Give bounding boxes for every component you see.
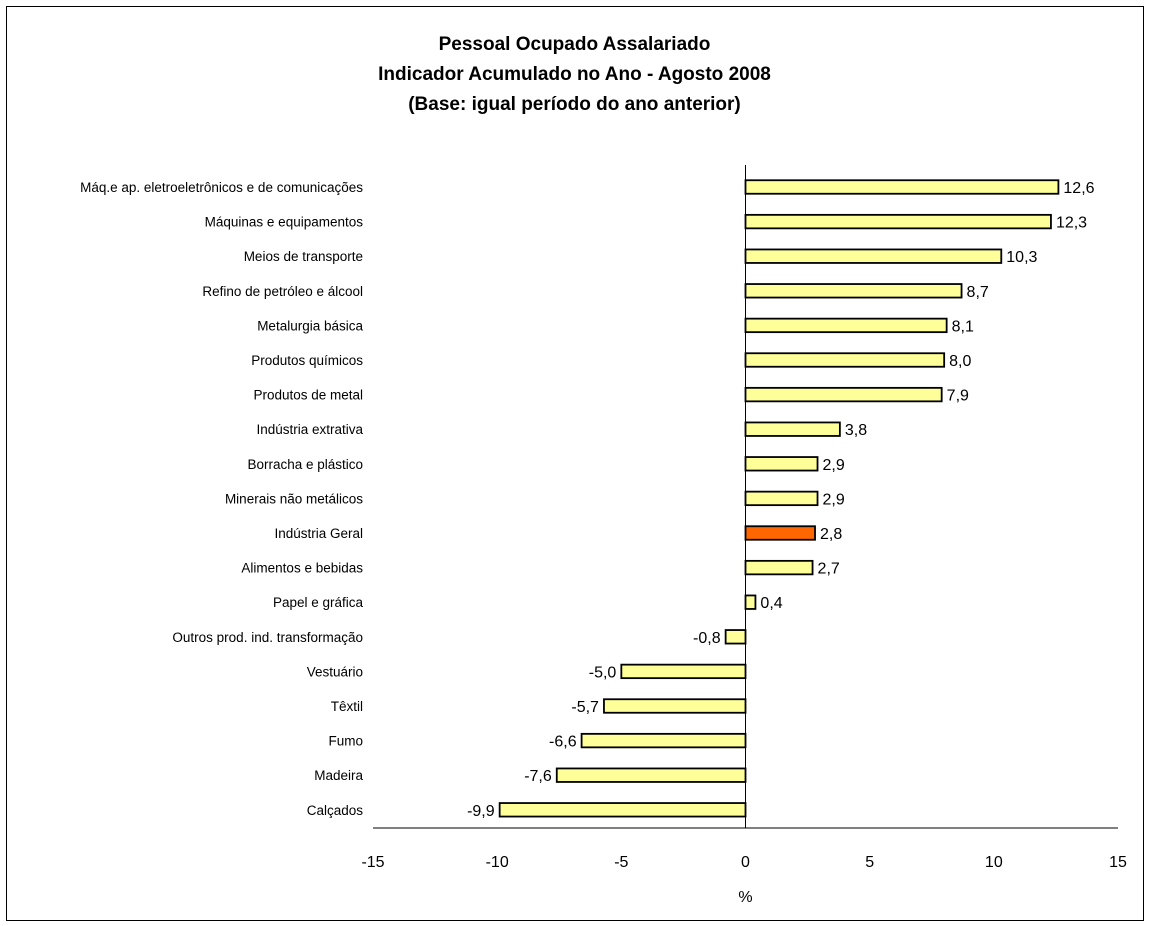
chart-title: Pessoal Ocupado Assalariado Indicador Ac…: [0, 30, 1149, 120]
data-label: 10,3: [1006, 249, 1037, 266]
category-label: Produtos químicos: [251, 353, 363, 368]
chart-title-line-3: (Base: igual período do ano anterior): [408, 94, 741, 115]
data-label: -6,6: [549, 734, 577, 751]
data-label: 8,7: [967, 284, 989, 301]
data-label: 8,0: [949, 353, 971, 370]
category-label: Borracha e plástico: [247, 457, 363, 472]
x-tick-label: -15: [361, 854, 384, 871]
category-label: Alimentos e bebidas: [241, 561, 363, 576]
data-label: 2,8: [820, 526, 842, 543]
bar: [744, 456, 819, 472]
x-axis-label: %: [738, 889, 752, 906]
bar: [744, 490, 819, 507]
category-label: Minerais não metálicos: [225, 491, 363, 506]
bar: [744, 317, 948, 334]
x-tick-label: 5: [865, 854, 874, 871]
category-label: Outros prod. ind. transformação: [172, 630, 363, 645]
x-tick-label: 15: [1109, 854, 1127, 871]
category-label: Refino de petróleo e álcool: [202, 284, 363, 299]
category-label: Metalurgia básica: [257, 318, 363, 333]
category-label: Têxtil: [331, 699, 363, 714]
bar-highlight: [744, 525, 816, 541]
bar: [744, 594, 757, 610]
bar: [724, 629, 747, 645]
data-label: 7,9: [947, 388, 969, 405]
data-label: 12,3: [1056, 215, 1087, 232]
data-label: 2,9: [823, 457, 845, 474]
data-label: -0,8: [693, 630, 721, 647]
data-label: 8,1: [952, 318, 974, 335]
category-label: Papel e gráfica: [273, 595, 364, 610]
bar: [603, 698, 747, 714]
category-label: Indústria Geral: [274, 526, 363, 541]
x-tick-label: -5: [614, 854, 628, 871]
bar: [555, 767, 747, 783]
category-label: Produtos de metal: [253, 388, 363, 403]
data-label: 12,6: [1063, 180, 1094, 197]
chart-title-line-2: Indicador Acumulado no Ano - Agosto 2008: [378, 64, 771, 85]
chart-title-line-1: Pessoal Ocupado Assalariado: [438, 34, 711, 55]
bar: [620, 663, 747, 680]
data-label: -9,9: [467, 803, 495, 820]
category-label: Calçados: [307, 803, 364, 818]
data-label: -5,7: [571, 699, 599, 716]
category-label: Indústria extrativa: [256, 422, 363, 437]
bar: [744, 559, 814, 576]
category-label: Madeira: [314, 768, 363, 783]
bar: [744, 421, 841, 437]
x-tick-label: -10: [486, 854, 509, 871]
data-label: -7,6: [524, 768, 552, 785]
x-tick-label: 10: [985, 854, 1003, 871]
category-label: Meios de transporte: [244, 249, 363, 264]
category-label: Fumo: [328, 734, 363, 749]
data-label: 2,9: [823, 491, 845, 508]
bar: [744, 248, 1003, 264]
x-tick-label: 0: [741, 854, 750, 871]
category-label: Máq.e ap. eletroeletrônicos e de comunic…: [80, 180, 363, 195]
bar: [580, 732, 747, 749]
bar: [744, 283, 963, 299]
data-label: 0,4: [760, 595, 782, 612]
bar: [744, 213, 1052, 230]
bar: [498, 802, 747, 818]
bar: [744, 179, 1060, 195]
data-label: -5,0: [589, 664, 617, 681]
data-label: 3,8: [845, 422, 867, 439]
bar: [744, 352, 946, 368]
bar: [744, 386, 943, 403]
category-label: Vestuário: [307, 664, 363, 679]
category-label: Máquinas e equipamentos: [205, 215, 364, 230]
data-label: 2,7: [818, 561, 840, 578]
